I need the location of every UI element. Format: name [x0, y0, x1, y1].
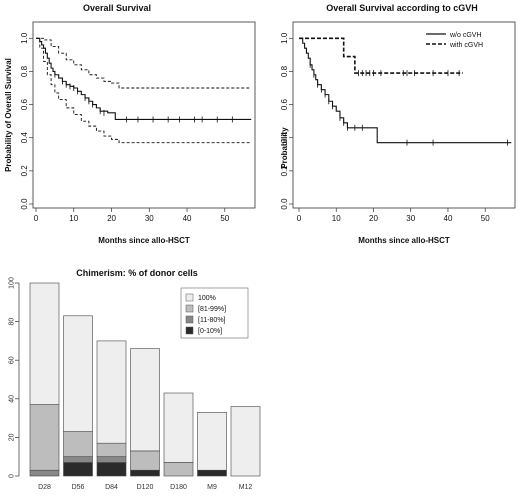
- x-tick-label: 30: [145, 214, 154, 223]
- chart1-axes: 0.0 0.2 0.4 0.6 0.8 1.0 0 10 20 30 40 50: [20, 32, 230, 223]
- bar-segment: [63, 431, 93, 457]
- chart-overall-survival: Overall Survival Months since allo-HSCT …: [4, 3, 256, 245]
- y-tick-label: 100: [9, 277, 16, 289]
- chart1-plot-area: 0.0 0.2 0.4 0.6 0.8 1.0 0 10 20 30 40 50: [20, 32, 252, 223]
- chart1-ylabel: Probability of Overall Survival: [4, 58, 13, 172]
- bar-segment: [96, 456, 127, 463]
- chart1-title: Overall Survival: [83, 3, 151, 13]
- survival-curve-solid-0: [36, 37, 252, 121]
- x-category-label: M9: [207, 484, 217, 491]
- x-category-label: D84: [105, 484, 118, 491]
- legend-label-wo-cgvh: w/o cGVH: [449, 32, 482, 39]
- chart-chimerism: Chimerism: % of donor cells 0 20 40 60 80 100…: [9, 268, 261, 491]
- x-category-label: D120: [137, 484, 154, 491]
- y-tick-label: 1.0: [280, 32, 289, 44]
- x-tick-label: 40: [183, 214, 192, 223]
- x-tick-label: 0: [297, 214, 302, 223]
- bar-segment: [96, 340, 127, 444]
- x-category-label: D180: [170, 484, 187, 491]
- legend-swatch-11-80: [185, 315, 194, 324]
- bar-segment: [130, 450, 160, 471]
- chart1-xlabel: Months since allo-HSCT: [98, 236, 190, 245]
- x-tick-label: 10: [332, 214, 341, 223]
- y-tick-label: 0.8: [280, 65, 289, 77]
- y-tick-label: 1.0: [20, 32, 29, 44]
- chart2-plot-area: 0.0 0.2 0.4 0.6 0.8 1.0 0 10 20 30 40 50: [280, 32, 512, 223]
- bar-segment: [96, 442, 127, 458]
- y-tick-label: 0.2: [280, 165, 289, 177]
- y-tick-label: 0.6: [20, 98, 29, 110]
- chart3-axes: 0 20 40 60 80 100: [9, 277, 20, 478]
- bar-segment: [29, 282, 60, 405]
- chart3-title: Chimerism: % of donor cells: [76, 268, 198, 278]
- y-tick-label: 20: [9, 433, 16, 441]
- legend-label-81-99: [81-99%]: [198, 306, 226, 313]
- survival-curve-dashed-1: [36, 37, 252, 89]
- chart3-plot-area: 0 20 40 60 80 100 D28 D56 D84 D120 D180 M9 M12: [9, 277, 261, 491]
- chart2-axes: 0.0 0.2 0.4 0.6 0.8 1.0 0 10 20 30 40 50: [280, 32, 490, 223]
- bar-segment: [197, 412, 227, 471]
- bar-segment: [29, 404, 60, 471]
- bar-segment: [130, 469, 160, 477]
- survival-curve-with-cgvh: [299, 37, 463, 74]
- x-tick-label: 20: [107, 214, 116, 223]
- legend-label-11-80: [11-80%]: [198, 317, 226, 324]
- x-tick-label: 20: [369, 214, 378, 223]
- legend-swatch-81-99: [185, 304, 194, 313]
- x-tick-label: 0: [34, 214, 39, 223]
- legend-label-0-10: [0-10%]: [198, 328, 222, 335]
- chart1-frame: [32, 21, 256, 209]
- y-tick-label: 0.8: [20, 65, 29, 77]
- chart2-frame: [292, 21, 516, 209]
- legend-label-with-cgvh: with cGVH: [449, 42, 483, 49]
- y-tick-label: 0.2: [20, 165, 29, 177]
- bar-segment: [29, 469, 60, 477]
- legend-swatch-100: [185, 293, 194, 302]
- x-tick-label: 50: [220, 214, 229, 223]
- bar-segment: [230, 406, 261, 477]
- y-tick-label: 40: [9, 395, 16, 403]
- chart2-title: Overall Survival according to cGVH: [326, 3, 478, 13]
- x-tick-label: 50: [481, 214, 490, 223]
- chart3-legend: 100% [81-99%] [11-80%] [0-10%]: [180, 287, 249, 339]
- x-tick-label: 40: [444, 214, 453, 223]
- bar-segment: [96, 462, 127, 477]
- y-tick-label: 0.6: [280, 98, 289, 110]
- x-tick-label: 30: [406, 214, 415, 223]
- chart2-ylabel: Probability: [280, 127, 289, 169]
- y-tick-label: 0.0: [20, 198, 29, 210]
- chart2-xlabel: Months since allo-HSCT: [358, 236, 450, 245]
- y-tick-label: 0.4: [280, 132, 289, 144]
- y-tick-label: 0: [9, 474, 16, 478]
- bar-segment: [163, 462, 194, 477]
- y-tick-label: 80: [9, 318, 16, 326]
- bar-segment: [63, 456, 93, 463]
- survival-curve-w-o-cgvh: [299, 37, 512, 144]
- x-category-label: D56: [72, 484, 85, 491]
- bar-segment: [197, 469, 227, 477]
- survival-curve-dashed-2: [36, 37, 252, 144]
- y-tick-label: 60: [9, 356, 16, 364]
- x-tick-label: 10: [69, 214, 78, 223]
- bar-segment: [130, 348, 160, 452]
- x-category-label: D28: [38, 484, 51, 491]
- y-tick-label: 0.0: [280, 198, 289, 210]
- x-category-label: M12: [239, 484, 253, 491]
- bar-segment: [163, 392, 194, 463]
- y-tick-label: 0.4: [20, 132, 29, 144]
- bar-segment: [63, 315, 93, 432]
- chart-survival-by-cgvh: Overall Survival according to cGVH Month…: [280, 3, 516, 245]
- bar-segment: [63, 462, 93, 477]
- legend-swatch-0-10: [185, 326, 194, 335]
- chart2-legend: w/o cGVH with cGVH: [426, 32, 483, 49]
- legend-label-100: 100%: [198, 295, 216, 302]
